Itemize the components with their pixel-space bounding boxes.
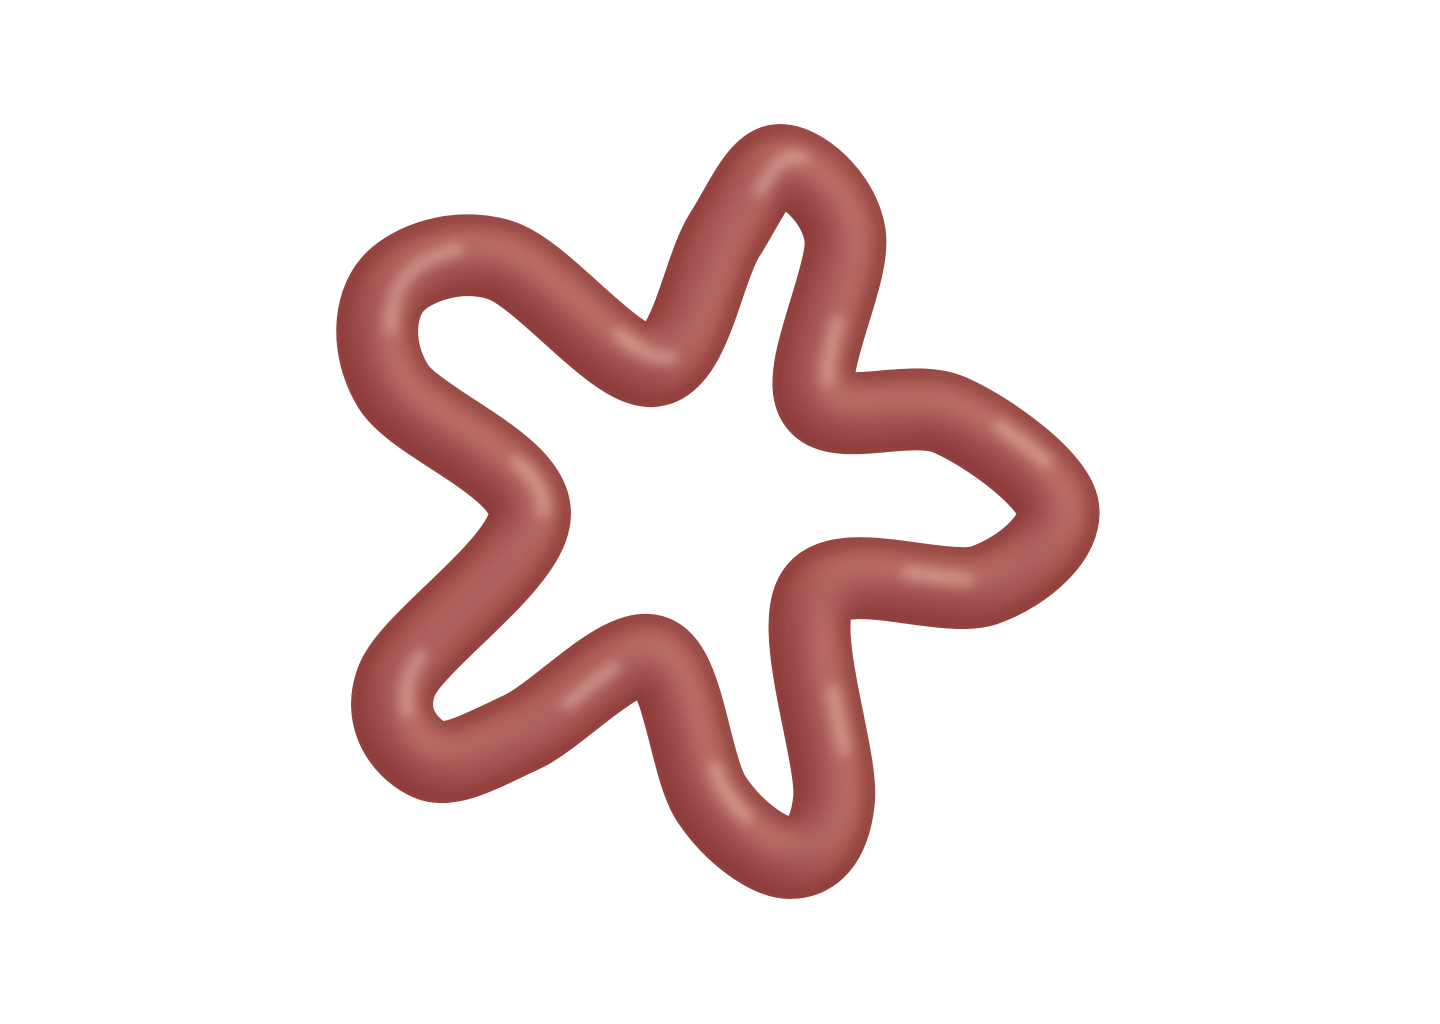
star-tube [336, 124, 1100, 899]
tube-outline [377, 165, 1058, 858]
tube-highlight [385, 150, 1079, 856]
